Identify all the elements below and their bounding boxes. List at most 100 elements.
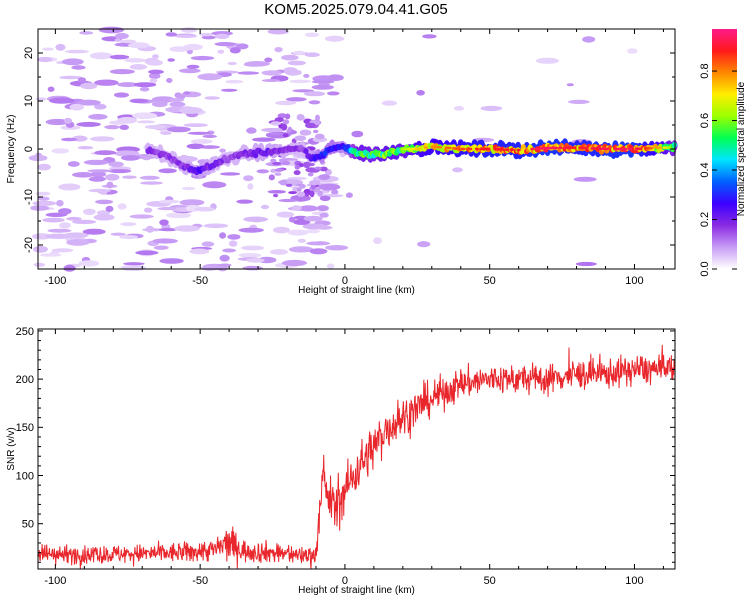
spectrogram-ridge-cell <box>671 141 678 148</box>
spectrogram-noise-cell <box>152 54 159 59</box>
spectrogram-noise-cell <box>63 117 73 124</box>
y-tick-label: 20 <box>23 47 35 59</box>
spectrogram-noise-cell <box>275 100 297 106</box>
spectrogram-noise-cell <box>317 190 323 197</box>
spectrogram-noise-cell <box>237 71 260 75</box>
x-tick-label: 50 <box>484 575 496 587</box>
spectrogram-ridge-cell <box>253 152 259 159</box>
spectrogram-ridge-core <box>467 147 473 151</box>
colorbar-tick-label: 0.0 <box>699 261 711 276</box>
spectrogram-noise-cell <box>225 79 244 84</box>
spectrogram-noise-cell <box>47 228 72 233</box>
spectrogram-noise-cell <box>94 79 119 86</box>
spectrogram-noise-cell <box>105 173 120 181</box>
spectrogram-noise-cell <box>220 172 241 176</box>
spectrogram-noise-cell <box>566 83 574 87</box>
spectrogram-noise-cell <box>303 73 310 78</box>
spectrogram-noise-cell <box>76 121 101 127</box>
spectrogram-noise-cell <box>314 166 323 170</box>
spectrogram-noise-cell <box>267 190 286 194</box>
spectrogram-ridge-core <box>460 147 466 151</box>
spectrogram-noise-cell <box>573 176 597 182</box>
x-tick-label: -50 <box>192 575 208 587</box>
spectrogram-noise-cell <box>40 253 62 257</box>
spectrogram-noise-cell <box>176 94 186 100</box>
y-tick-label: 50 <box>22 519 34 531</box>
spectrogram-noise-cell <box>174 34 198 39</box>
chart-title: KOM5.2025.079.04.41.G05 <box>264 1 448 18</box>
spectrogram-noise-cell <box>139 86 150 92</box>
spectrogram-noise-cell <box>63 232 89 239</box>
spectrogram-noise-cell <box>219 148 226 153</box>
spectrogram-ridge-core <box>447 146 452 150</box>
spectrogram-noise-cell <box>201 241 215 247</box>
spectrogram-noise-cell <box>327 74 344 81</box>
spectrogram-noise-cell <box>95 199 114 205</box>
spectrogram-ridge-core <box>423 146 429 150</box>
spectrogram-noise-cell <box>293 219 311 225</box>
spectrogram-noise-cell <box>37 56 53 63</box>
spectrogram-noise-cell <box>83 159 109 166</box>
spectrogram-noise-cell <box>260 204 270 210</box>
spectrogram-noise-cell <box>109 69 135 75</box>
spectrogram-ridge-core <box>604 147 609 151</box>
colorbar-gradient <box>712 29 737 269</box>
colorbar-tick-label: 0.6 <box>699 113 711 128</box>
spectrogram-noise-cell <box>58 183 81 191</box>
spectrogram-noise-cell <box>137 120 155 124</box>
spectrogram-noise-cell <box>45 118 70 126</box>
spectrogram-noise-cell <box>287 60 306 66</box>
spectrogram-noise-cell <box>87 169 113 173</box>
spectrogram-noise-cell <box>119 235 138 240</box>
spectrogram-ridge-core <box>657 146 663 150</box>
spectrogram-noise-cell <box>77 77 86 83</box>
spectrogram-noise-cell <box>282 119 290 125</box>
spectrogram-noise-cell <box>281 54 299 61</box>
spectrogram-noise-cell <box>30 205 50 211</box>
spectrogram-noise-cell <box>243 216 268 222</box>
spectrogram-noise-cell <box>381 100 398 106</box>
spectrogram-noise-cell <box>204 96 220 100</box>
spectrogram-noise-cell <box>129 64 148 70</box>
y-tick-label: 10 <box>23 95 35 107</box>
spectrogram-noise-cell <box>37 163 51 171</box>
spectrogram-noise-cell <box>236 43 249 50</box>
spectrogram-noise-cell <box>319 195 331 201</box>
spectrogram-noise-cell <box>535 57 560 64</box>
spectrogram-noise-cell <box>281 259 308 267</box>
spectrogram-noise-cell <box>142 157 151 161</box>
spectrogram-noise-cell <box>276 211 295 218</box>
spectrogram-noise-cell <box>203 223 229 229</box>
spectrogram-noise-cell <box>299 129 312 136</box>
spectrogram-noise-cell <box>274 168 284 172</box>
spectrogram-noise-cell <box>309 190 315 198</box>
spectrogram-noise-cell <box>416 90 425 96</box>
spectrogram-noise-cell <box>296 187 302 192</box>
spectrogram-noise-cell <box>214 42 237 47</box>
spectrogram-noise-cell <box>288 246 314 253</box>
spectrogram-noise-cell <box>114 38 121 42</box>
spectrogram-noise-cell <box>124 58 146 63</box>
spectrogram-ridge-core <box>636 147 642 151</box>
spectrogram-noise-cell <box>201 35 216 40</box>
spectrogram-noise-cell <box>228 240 238 247</box>
spectrogram-ridge-core <box>539 147 544 150</box>
spectrogram-noise-cell <box>373 237 382 245</box>
spectrogram-noise-cell <box>66 216 82 221</box>
spectrogram-noise-cell <box>317 183 341 191</box>
spectrogram-noise-cell <box>63 264 76 272</box>
x-tick-label: 50 <box>484 275 496 287</box>
spectrogram-noise-cell <box>158 168 177 174</box>
spectrogram-ridge-core <box>667 146 672 150</box>
spectrogram-noise-cell <box>222 248 237 253</box>
spectrogram-noise-cell <box>304 52 320 57</box>
spectrogram-noise-cell <box>110 232 127 236</box>
spectrogram-noise-cell <box>181 27 197 33</box>
spectrogram-noise-cell <box>158 199 180 204</box>
spectrogram-noise-cell <box>167 126 191 133</box>
spectrogram-noise-cell <box>129 214 154 219</box>
spectrogram-noise-cell <box>279 180 288 186</box>
spectrogram-ridge-core <box>627 147 632 151</box>
